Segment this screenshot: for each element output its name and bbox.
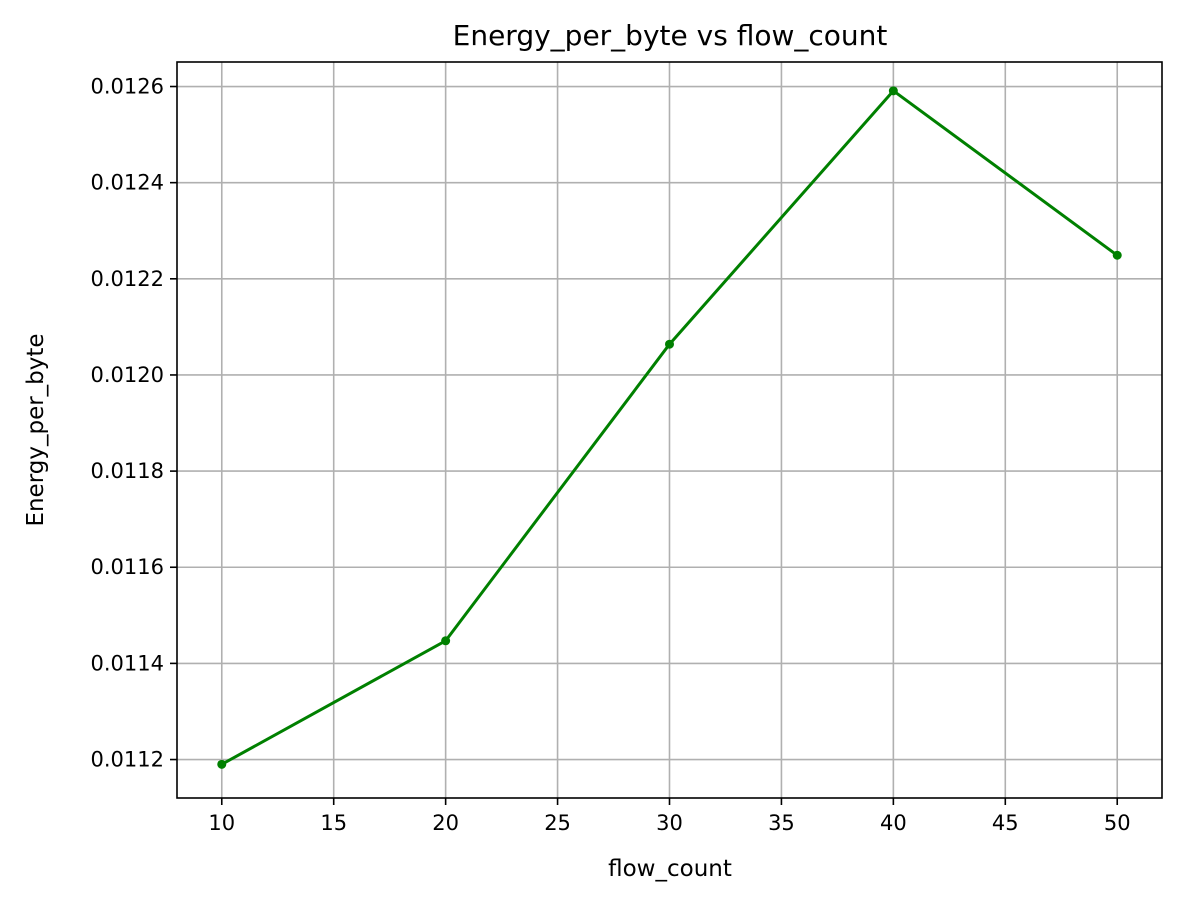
data-point	[665, 339, 674, 349]
x-tick-label: 15	[320, 811, 347, 835]
x-axis-label: flow_count	[608, 856, 732, 882]
x-tick-label: 40	[880, 811, 907, 835]
x-tick-label: 10	[208, 811, 235, 835]
grid-lines	[177, 62, 1162, 798]
data-point	[441, 636, 451, 646]
x-axis: 10 15 20 25 30 35 40 45 50	[208, 798, 1131, 835]
y-tick-label: 0.0118	[91, 459, 164, 483]
x-tick-label: 30	[656, 811, 683, 835]
series-layer	[217, 86, 1122, 769]
y-tick-label: 0.0122	[91, 267, 164, 291]
y-tick-label: 0.0126	[91, 75, 164, 99]
y-axis: 0.0112 0.0114 0.0116 0.0118 0.0120 0.0122 0.01…	[91, 75, 177, 772]
data-point	[217, 759, 227, 769]
y-tick-label: 0.0116	[91, 555, 164, 579]
x-tick-label: 35	[768, 811, 795, 835]
data-point	[888, 86, 898, 96]
y-axis-label: Energy_per_byte	[23, 333, 49, 526]
x-tick-label: 25	[544, 811, 571, 835]
y-tick-label: 0.0124	[91, 171, 164, 195]
chart-title: Energy_per_byte vs flow_count	[453, 19, 888, 52]
x-tick-label: 45	[992, 811, 1019, 835]
y-tick-label: 0.0120	[91, 363, 164, 387]
x-tick-label: 20	[432, 811, 459, 835]
x-tick-label: 50	[1104, 811, 1131, 835]
y-tick-label: 0.0112	[91, 748, 164, 772]
data-point	[1112, 250, 1122, 260]
y-tick-label: 0.0114	[91, 651, 164, 675]
